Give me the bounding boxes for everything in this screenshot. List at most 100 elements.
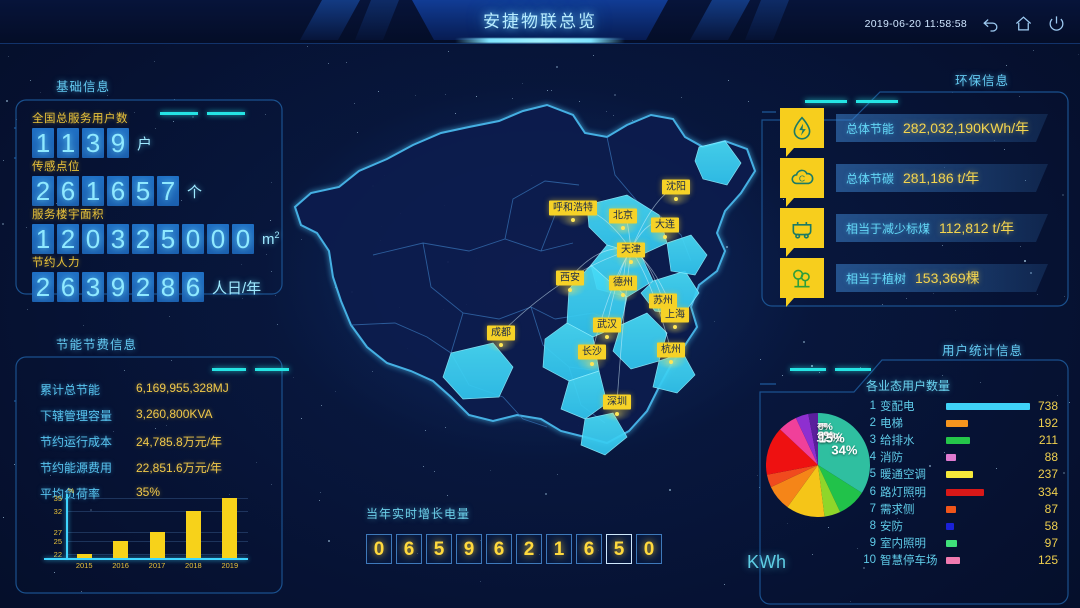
pie-slice[interactable]: [766, 465, 818, 488]
map-city-label[interactable]: 西安: [556, 270, 584, 286]
star: [26, 309, 28, 311]
list-item[interactable]: 4 消防 88: [862, 449, 1058, 466]
map-city-label[interactable]: 沈阳: [662, 179, 690, 195]
list-item[interactable]: 8 安防 58: [862, 517, 1058, 534]
pie-slice[interactable]: [808, 413, 818, 465]
map-province-border: [372, 238, 574, 256]
map-highlighted-province[interactable]: [560, 370, 608, 420]
bar-chart-gridline: [66, 498, 248, 500]
china-map: 沈阳呼和浩特 北京 大连 天津西安 德州 苏州 上海成都 武汉长沙 杭州深圳: [255, 75, 785, 505]
map-city-marker[interactable]: [605, 335, 609, 339]
map-highlighted-province[interactable]: [666, 234, 708, 276]
metric-unit: 户: [137, 135, 153, 153]
pie-slice[interactable]: [766, 429, 818, 475]
pie-slice[interactable]: [818, 465, 841, 517]
back-icon[interactable]: [981, 14, 1000, 33]
map-city-marker[interactable]: [615, 412, 619, 416]
list-item-label: 电梯: [880, 417, 903, 430]
list-item-index: 6: [869, 485, 876, 498]
coal-cart-icon: [780, 208, 824, 257]
env-key: 总体节碳: [846, 171, 895, 186]
map-city-label[interactable]: 武汉: [593, 317, 621, 333]
map-city-marker[interactable]: [674, 197, 678, 201]
bar-chart-x-tick: 2016: [112, 561, 129, 570]
list-item-value: 192: [1037, 415, 1058, 430]
map-city-marker[interactable]: [590, 362, 594, 366]
list-item[interactable]: 6 路灯照明 334: [862, 483, 1058, 500]
counter-digit: 6: [396, 534, 422, 564]
saving-row: 节约能源费用 22,851.6万元/年: [40, 459, 222, 476]
map-highlighted-province[interactable]: [580, 412, 628, 456]
list-item[interactable]: 5 暖通空调 237: [862, 466, 1058, 483]
map-city-marker[interactable]: [629, 260, 633, 264]
list-item-bar-track: [942, 436, 1028, 444]
env-info-panel-title: 环保信息: [955, 74, 1010, 88]
metric-digit: 7: [157, 176, 179, 206]
home-icon[interactable]: [1014, 14, 1033, 33]
map-city-label[interactable]: 北京: [609, 208, 637, 224]
list-item-index: 8: [869, 519, 876, 532]
list-item-bar: [946, 505, 956, 513]
metric-digit: 1: [57, 128, 79, 158]
metric-digit: 0: [207, 224, 229, 254]
map-city-marker[interactable]: [673, 325, 677, 329]
list-item-bar-track: [942, 522, 1028, 530]
map-city-label[interactable]: 大连: [651, 217, 679, 233]
map-province-border: [502, 396, 548, 428]
bar-chart-bar: [76, 553, 92, 558]
list-item[interactable]: 10 智慧停车场 125: [862, 552, 1058, 569]
metric-digit: 3: [107, 224, 129, 254]
list-item[interactable]: 1 变配电 738: [862, 397, 1058, 414]
metric-digit: 9: [107, 128, 129, 158]
map-city-marker[interactable]: [663, 235, 667, 239]
pie-slice[interactable]: [780, 417, 818, 465]
pie-slice[interactable]: [787, 465, 825, 517]
map-highlighted-province[interactable]: [442, 342, 514, 400]
list-item[interactable]: 2 电梯 192: [862, 414, 1058, 431]
pie-slice[interactable]: [770, 465, 818, 508]
map-city-label[interactable]: 呼和浩特: [549, 200, 597, 216]
map-city-label[interactable]: 天津: [617, 242, 645, 258]
map-city-label[interactable]: 杭州: [657, 342, 685, 358]
user-stats-dashes: [790, 368, 871, 371]
map-city-label[interactable]: 上海: [661, 307, 689, 323]
saving-info-dashes: [212, 368, 289, 371]
map-city-marker[interactable]: [669, 360, 673, 364]
map-highlighted-province[interactable]: [694, 140, 742, 186]
map-province-border: [350, 322, 452, 354]
map-city-marker[interactable]: [621, 226, 625, 230]
map-city-label[interactable]: 深圳: [603, 394, 631, 410]
user-stats-panel-title: 用户统计信息: [942, 344, 1024, 358]
list-item[interactable]: 7 需求侧 87: [862, 500, 1058, 517]
pie-slice[interactable]: [818, 465, 862, 513]
map-city-label[interactable]: 成都: [487, 325, 515, 341]
tree-glyph: [793, 269, 810, 288]
pie-slice[interactable]: [795, 413, 818, 465]
list-item-bar-track: [942, 453, 1028, 462]
metric-digit: 0: [82, 224, 104, 254]
map-city-marker[interactable]: [571, 218, 575, 222]
map-city-label[interactable]: 苏州: [649, 293, 677, 309]
bar-chart-bar: [222, 498, 238, 558]
dash-marker: [835, 368, 871, 371]
env-row-coal: 相当于减少标煤 112,812 t/年: [780, 208, 1048, 257]
business-type-pie-chart: 34% 9% 5% 12% 8% 4% 15% 6% 4% 3%: [766, 413, 870, 517]
saving-value: 24,785.8万元/年: [136, 435, 223, 449]
metric-digit: 0: [232, 224, 254, 254]
list-item-value: 738: [1037, 398, 1058, 413]
list-item[interactable]: 9 室内照明 97: [862, 535, 1058, 552]
map-city-label[interactable]: 德州: [609, 275, 637, 291]
map-city-marker[interactable]: [621, 293, 625, 297]
map-city-label[interactable]: 长沙: [578, 344, 606, 360]
pie-slice[interactable]: [818, 413, 870, 493]
map-highlighted-province[interactable]: [586, 194, 668, 256]
power-icon[interactable]: [1047, 14, 1066, 33]
map-city-marker[interactable]: [499, 343, 503, 347]
list-item[interactable]: 3 给排水 211: [862, 431, 1058, 448]
metric-unit: 人日/年: [212, 279, 262, 297]
list-item-label: 安防: [880, 520, 903, 533]
map-city-marker[interactable]: [568, 288, 572, 292]
